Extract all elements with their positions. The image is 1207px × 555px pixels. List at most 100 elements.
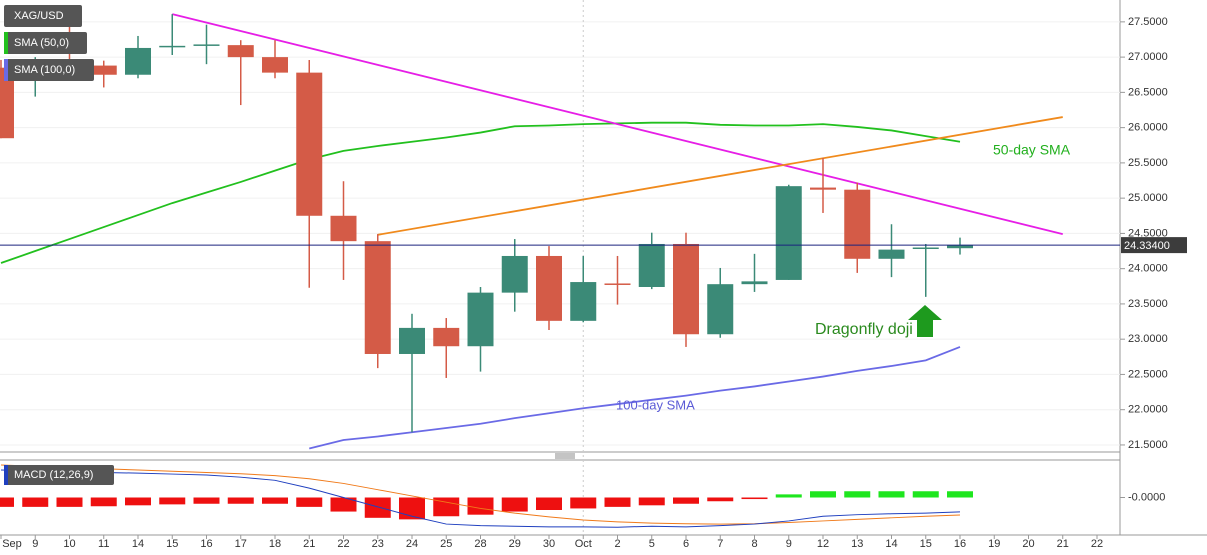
macd-label: MACD (12,26,9) (14, 469, 93, 481)
x-tick-label: Oct (575, 538, 592, 550)
candle-body (673, 243, 699, 335)
legend-label: XAG/USD (14, 10, 64, 22)
x-tick-label: Sep (2, 538, 22, 550)
x-tick-label: 23 (372, 538, 384, 550)
y-tick-label: -0.0000 (1128, 491, 1165, 503)
x-tick-label: 13 (851, 538, 863, 550)
x-tick-label: 18 (269, 538, 281, 550)
x-tick-label: 9 (786, 538, 792, 550)
candle-body (844, 189, 871, 259)
annotation: 100-day SMA (616, 397, 695, 412)
macd-histogram-bar (193, 497, 220, 504)
candle-body (227, 45, 254, 58)
candle-body (912, 247, 939, 250)
legend-swatch (4, 32, 8, 54)
macd-histogram-bar (262, 497, 288, 504)
x-tick-label: 17 (235, 538, 247, 550)
macd-histogram-bar (227, 497, 254, 504)
candle-body (501, 255, 528, 293)
legend-box (4, 59, 94, 81)
candle-body (193, 44, 220, 46)
x-tick-label: 12 (817, 538, 829, 550)
macd-histogram-bar (364, 497, 391, 518)
x-tick-label: 19 (988, 538, 1000, 550)
macd-histogram-bar (159, 497, 186, 505)
y-tick-label: 22.5000 (1128, 368, 1168, 380)
y-tick-label: 24.0000 (1128, 263, 1168, 275)
candle-body (330, 215, 357, 242)
y-tick-label: 23.0000 (1128, 333, 1168, 345)
candle-body (947, 245, 973, 249)
candle-body (570, 282, 597, 321)
candle-body (775, 186, 802, 280)
macd-histogram-bar (0, 497, 14, 507)
macd-signal-line (0, 464, 961, 525)
x-tick-label: 29 (509, 538, 521, 550)
candle-body (0, 67, 14, 139)
y-tick-label: 23.5000 (1128, 298, 1168, 310)
x-tick-label: 16 (200, 538, 212, 550)
y-tick-label: 25.5000 (1128, 157, 1168, 169)
x-tick-label: 9 (32, 538, 38, 550)
legend-swatch (4, 465, 8, 485)
candle-body (878, 249, 905, 259)
legend-box (4, 32, 87, 54)
macd-histogram-bar (501, 497, 528, 512)
macd-histogram-bar (90, 497, 117, 507)
x-tick-label: 22 (337, 538, 349, 550)
y-tick-label: 26.5000 (1128, 86, 1168, 98)
x-tick-label: 5 (649, 538, 655, 550)
y-tick-label: 27.0000 (1128, 51, 1168, 63)
x-tick-label: 15 (920, 538, 932, 550)
y-tick-label: 26.0000 (1128, 122, 1168, 134)
macd-histogram-bar (707, 497, 734, 502)
macd-histogram-bar (844, 491, 871, 498)
candle-body (433, 327, 460, 347)
x-tick-label: 8 (751, 538, 757, 550)
macd-histogram-bar (638, 497, 665, 506)
y-tick-label: 27.5000 (1128, 16, 1168, 28)
macd-histogram-bar (775, 494, 802, 498)
resize-handle[interactable] (555, 453, 575, 459)
trendline (172, 13, 1063, 235)
x-tick-label: 6 (683, 538, 689, 550)
x-tick-label: 21 (303, 538, 315, 550)
macd-histogram-bar (467, 497, 494, 515)
x-tick-label: 2 (614, 538, 620, 550)
candle-body (90, 65, 117, 75)
x-tick-label: 24 (406, 538, 418, 550)
x-tick-label: 14 (132, 538, 144, 550)
candle-body (364, 241, 391, 354)
legend-swatch (4, 59, 8, 81)
x-tick-label: 30 (543, 538, 555, 550)
sma-line (309, 346, 961, 450)
macd-histogram-bar (125, 497, 151, 506)
y-tick-label: 21.5000 (1128, 439, 1168, 451)
x-tick-label: 11 (98, 538, 109, 550)
y-tick-label: 25.0000 (1128, 192, 1168, 204)
macd-histogram-bar (810, 491, 836, 498)
x-tick-label: 16 (954, 538, 966, 550)
legend-box (4, 5, 82, 27)
x-tick-label: 25 (440, 538, 452, 550)
macd-histogram-bar (570, 497, 597, 509)
macd-histogram-bar (878, 491, 905, 498)
sma-line (0, 121, 961, 264)
macd-histogram-bar (330, 497, 357, 512)
candle-body (741, 281, 768, 285)
macd-histogram-bar (741, 497, 768, 500)
macd-histogram-bar (56, 497, 83, 507)
x-tick-label: 21 (1057, 538, 1069, 550)
macd-histogram-bar (399, 497, 425, 520)
legend-box (4, 465, 114, 485)
macd-histogram-bar (22, 497, 49, 507)
macd-histogram-bar (433, 497, 460, 517)
macd-histogram-bar (296, 497, 323, 507)
x-tick-label: 10 (63, 538, 75, 550)
candle-body (125, 47, 151, 75)
x-tick-label: 20 (1022, 538, 1034, 550)
x-tick-label: 15 (166, 538, 178, 550)
candle-body (467, 292, 494, 347)
candle-body (707, 284, 734, 335)
